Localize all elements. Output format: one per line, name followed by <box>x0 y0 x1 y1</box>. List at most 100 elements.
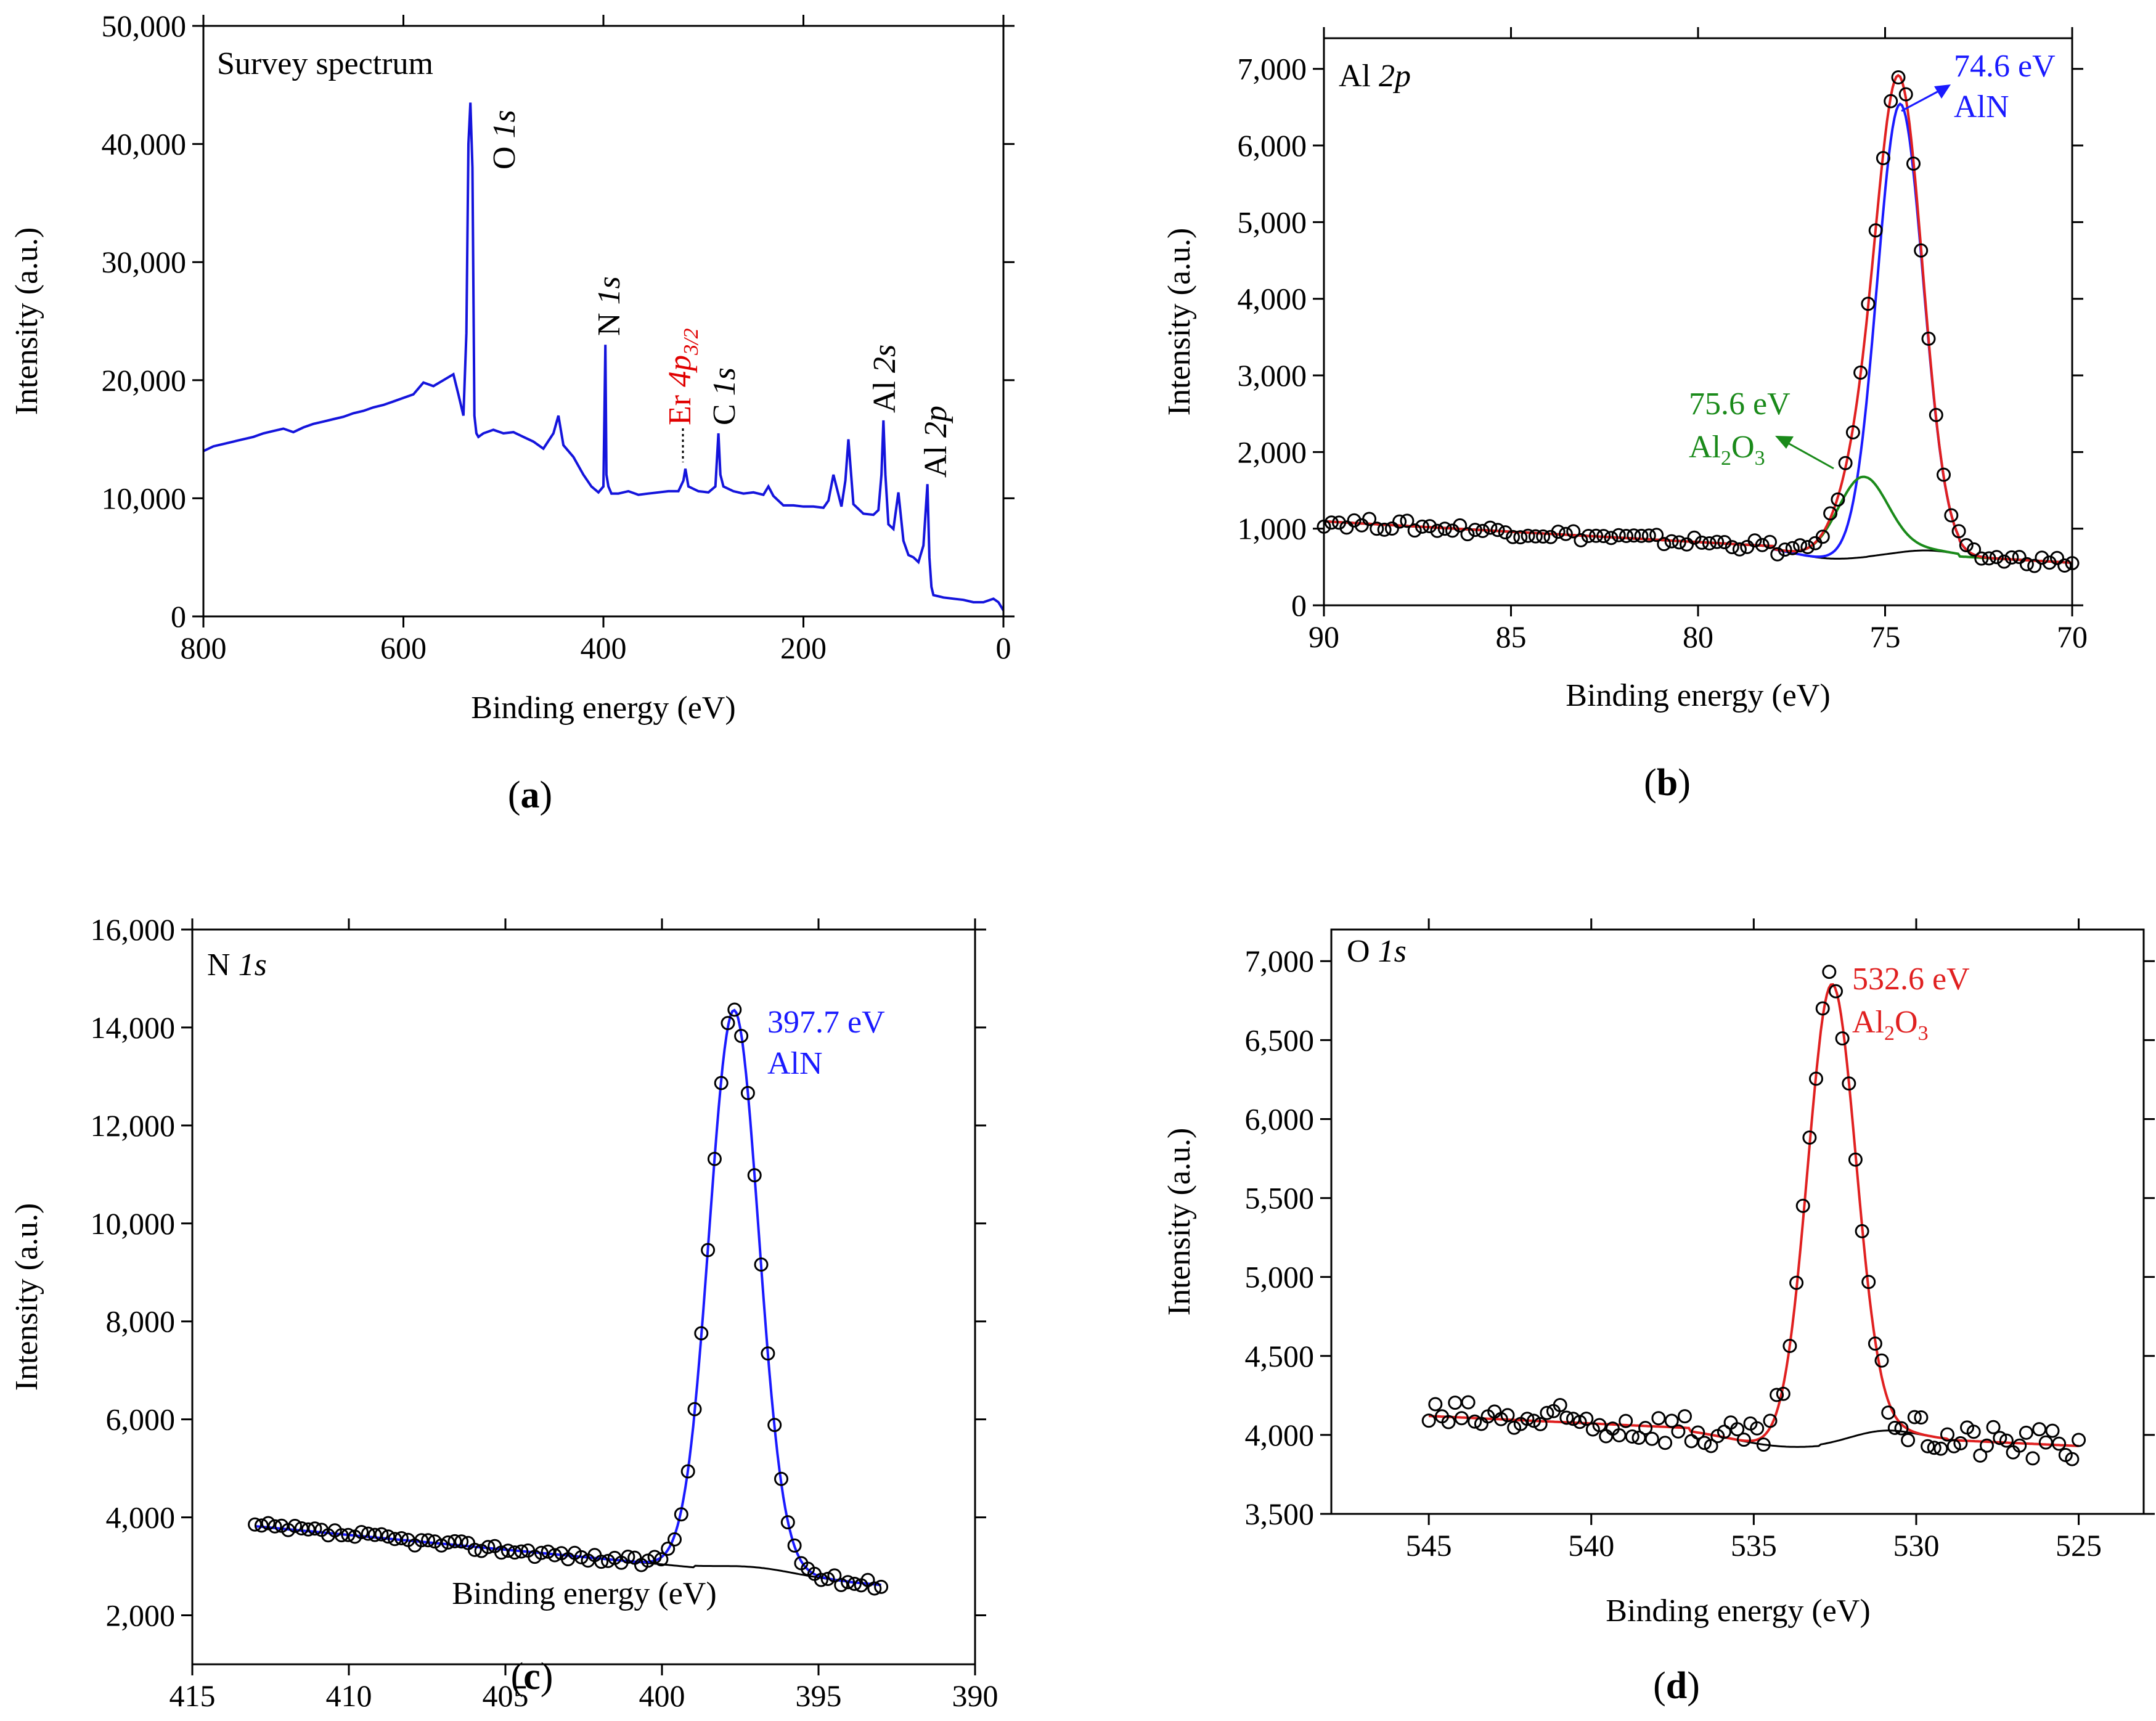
data-point <box>2065 1452 2080 1466</box>
data-point <box>547 1548 562 1563</box>
data-point <box>1392 514 1407 529</box>
y-tick-label: 7,000 <box>1245 944 1315 978</box>
data-point <box>767 1418 782 1433</box>
data-point <box>1521 528 1535 543</box>
panel-b: 90 85 80 75 70 0 1,000 2,000 3,000 4,000 5,000 6,00… <box>1162 27 2088 804</box>
data-point <box>1800 540 1815 554</box>
data-point <box>1558 526 1573 541</box>
data-point <box>2012 1438 2027 1453</box>
data-point <box>1680 537 1694 552</box>
al2o3-fit-line <box>1323 475 2073 564</box>
data-point <box>1460 527 1475 542</box>
data-point <box>267 1519 282 1534</box>
data-point <box>1756 1437 1771 1452</box>
data-point <box>1437 521 1452 536</box>
data-point <box>640 1553 655 1568</box>
data-point <box>1989 550 2004 565</box>
y-tick-label: 5,000 <box>1245 1260 1315 1294</box>
data-point <box>1559 1410 1574 1425</box>
data-point <box>1802 1130 1817 1145</box>
data-point <box>1527 1413 1541 1428</box>
svg-text:Al 2s: Al 2s <box>867 345 902 413</box>
y-tick-label: 8,000 <box>106 1304 176 1339</box>
data-point <box>534 1545 549 1560</box>
data-point <box>1951 524 1966 539</box>
y-tick-label: 1,000 <box>1238 512 1307 546</box>
data-point <box>1946 1439 1961 1453</box>
data-point <box>1855 1224 1869 1238</box>
data-point <box>1755 538 1770 552</box>
data-point <box>2050 550 2064 565</box>
data-point <box>1347 513 1362 528</box>
y-tick-label: 40,000 <box>102 127 187 161</box>
y-axis-title: Intensity (a.u.) <box>9 227 44 415</box>
data-point <box>1876 151 1890 165</box>
data-point <box>1815 529 1830 544</box>
data-point <box>1691 1425 1705 1440</box>
x-tick-label: 530 <box>1893 1528 1939 1563</box>
data-point <box>1678 1409 1692 1424</box>
data-point <box>1736 1433 1751 1447</box>
svg-text:O 1s: O 1s <box>487 110 522 170</box>
data-point <box>834 1577 849 1592</box>
data-point <box>1740 539 1755 554</box>
data-point <box>388 1532 402 1547</box>
data-point <box>1454 1411 1469 1426</box>
aln-fit-line <box>1323 102 2073 564</box>
data-point <box>2025 1451 2040 1466</box>
data-point <box>1453 518 1468 533</box>
y-tick-label: 16,000 <box>91 912 176 947</box>
data-point <box>2052 1436 2067 1451</box>
data-point <box>2038 1435 2053 1450</box>
data-point <box>354 1525 369 1539</box>
data-point <box>1829 984 1843 999</box>
data-point <box>1649 528 1664 542</box>
data-point <box>1687 530 1702 545</box>
data-point <box>494 1545 508 1560</box>
data-point <box>254 1518 269 1533</box>
x-tick-label: 90 <box>1309 619 1339 654</box>
data-point <box>1490 523 1505 538</box>
x-tick-label: 80 <box>1683 619 1713 654</box>
data-point <box>1461 1395 1476 1410</box>
x-tick-label: 400 <box>581 631 627 665</box>
data-point <box>1933 1441 1948 1456</box>
y-tick-label: 4,000 <box>1238 282 1307 316</box>
x-tick-label: 400 <box>639 1678 685 1713</box>
data-point <box>1927 1441 1942 1455</box>
data-point <box>780 1515 795 1530</box>
data-point <box>1750 1421 1765 1436</box>
data-point <box>867 1581 882 1596</box>
data-point <box>414 1533 429 1548</box>
data-point <box>787 1538 802 1553</box>
data-point <box>1551 525 1566 539</box>
data-point <box>1421 1413 1436 1428</box>
data-point <box>1520 1412 1535 1426</box>
data-point <box>1966 1425 1981 1439</box>
data-point <box>1599 1429 1614 1444</box>
data-point <box>2019 1425 2033 1440</box>
data-point <box>1763 1413 1778 1428</box>
data-point <box>827 1568 842 1583</box>
data-point <box>1684 1434 1699 1449</box>
data-point <box>1641 528 1656 543</box>
data-point <box>841 1575 855 1590</box>
data-point <box>1513 530 1528 545</box>
data-point <box>367 1527 382 1542</box>
data-point <box>1596 529 1611 544</box>
data-point <box>2012 550 2027 565</box>
data-point <box>1907 1410 1922 1425</box>
data-point <box>1611 528 1626 542</box>
data-point <box>301 1522 316 1537</box>
data-point <box>1861 1275 1876 1290</box>
data-point <box>1428 1397 1443 1412</box>
data-point <box>1782 1339 1797 1353</box>
envelope-fit-line <box>1323 73 2073 564</box>
data-point <box>754 1257 769 1272</box>
data-point <box>1914 243 1929 258</box>
data-point <box>1619 529 1633 543</box>
data-point <box>707 1151 722 1166</box>
annotation-aln-label: AlN <box>767 1046 823 1081</box>
x-axis-title: Binding energy (eV) <box>452 1576 716 1611</box>
